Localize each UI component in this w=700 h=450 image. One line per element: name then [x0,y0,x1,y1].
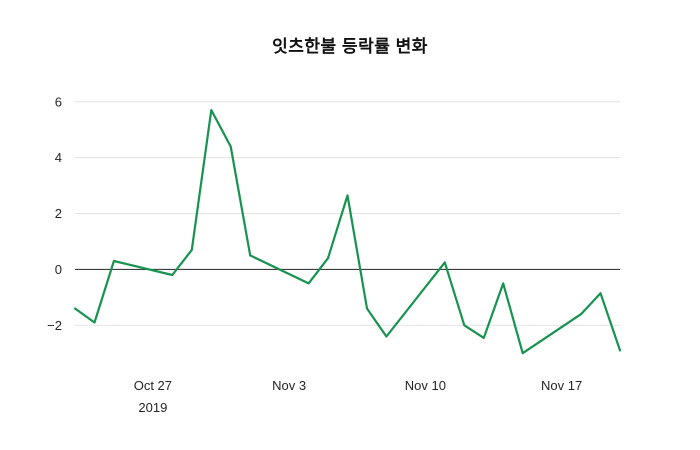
x-axis-tick-label: Oct 27 [134,378,172,393]
y-axis-tick-label: 0 [55,262,62,277]
x-axis-tick-label: Nov 17 [541,378,582,393]
x-axis-tick-label: Nov 3 [272,378,306,393]
y-axis-tick-label: 2 [55,206,62,221]
y-axis-tick-label: 4 [55,150,62,165]
y-axis-tick-label: −2 [47,318,62,333]
price-change-line-series [73,109,622,355]
x-axis-tick-label: Nov 10 [405,378,446,393]
chart-title: 잇츠한불 등락률 변화 [272,37,428,56]
y-axis-tick-label: 6 [55,94,62,109]
x-axis-year-label: 2019 [138,400,167,415]
